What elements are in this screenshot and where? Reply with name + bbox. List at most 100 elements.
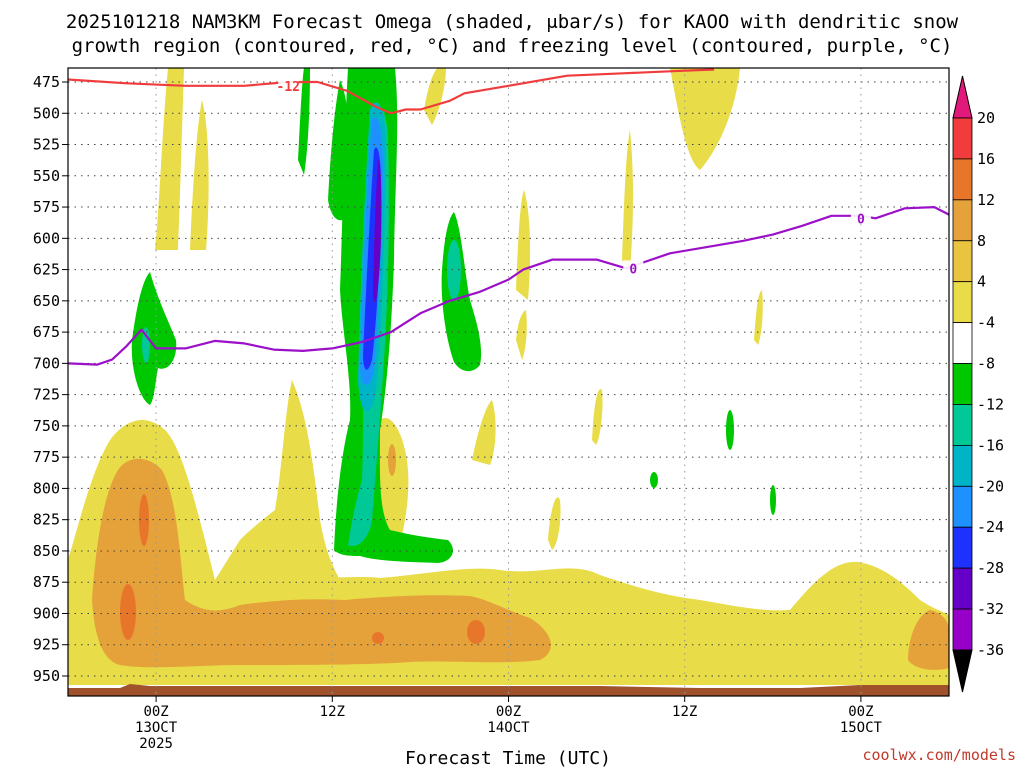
- omega-shade-small-yellow-2: [754, 290, 763, 345]
- y-tick-label: 525: [33, 136, 60, 154]
- colorbar-band: [952, 485, 973, 528]
- colorbar-legend: 20 16 12 8 4 -4 -8 -12 -16 -20 -24 -28 -32 -36: [952, 75, 1004, 693]
- shaded-omega-field: [68, 68, 949, 696]
- colorbar-label: -24: [977, 518, 1004, 536]
- y-tick-label: 625: [33, 261, 60, 279]
- omega-shade-green-upper-2: [328, 80, 351, 221]
- x-tick-label: 12Z: [320, 704, 345, 720]
- gridlines: [68, 68, 949, 696]
- colorbar-label: -16: [977, 436, 1004, 454]
- colorbar-label: -12: [977, 395, 1004, 413]
- colorbar-label: 12: [977, 191, 995, 209]
- y-tick-label: 825: [33, 511, 60, 529]
- y-tick-label: 775: [33, 448, 60, 466]
- omega-shade-core-1: [120, 584, 136, 640]
- omega-shade-orange-band: [92, 458, 551, 668]
- contour-label: -12: [277, 80, 300, 95]
- y-tick-label: 850: [33, 542, 60, 560]
- x-tick-label: 00Z: [143, 704, 168, 720]
- colorbar-label: -20: [977, 477, 1004, 495]
- y-tick-label: 550: [33, 167, 60, 185]
- y-tick-label: 875: [33, 573, 60, 591]
- y-tick-label: 650: [33, 292, 60, 310]
- omega-shade-upper-yellow-7: [516, 310, 527, 360]
- omega-shade-green-upper-3: [298, 68, 310, 175]
- colorbar-band: [952, 444, 973, 487]
- colorbar-band: [952, 281, 973, 324]
- omega-shade-green-small-1: [726, 410, 734, 450]
- contour-line: [68, 68, 715, 115]
- y-tick-label: 900: [33, 604, 60, 622]
- omega-shade-green-small-2: [650, 472, 658, 488]
- y-tick-label: 675: [33, 323, 60, 341]
- x-tick-label: 14OCT: [487, 720, 530, 736]
- colorbar-band: [952, 117, 973, 160]
- y-tick-label: 600: [33, 229, 60, 247]
- omega-shade-upper-yellow-6: [670, 68, 740, 170]
- contour-label: 0: [857, 212, 865, 227]
- colorbar-band: [952, 404, 973, 446]
- y-tick-label: 725: [33, 386, 60, 404]
- omega-shade-upper-yellow-3: [424, 68, 446, 125]
- y-axis: 475 500 525 550 575 600 625 650 675 700 725 750 775 8…: [33, 73, 68, 685]
- chart-title-line-1: 2025101218 NAM3KM Forecast Omega (shaded…: [66, 11, 959, 33]
- colorbar-band: [952, 526, 973, 569]
- omega-shade-upper-yellow-1: [155, 68, 184, 250]
- colorbar-band: [952, 322, 973, 364]
- y-tick-label: 475: [33, 73, 60, 91]
- omega-shade-purple-main: [373, 160, 382, 302]
- omega-shade-orange-right: [908, 610, 949, 670]
- contour-line: [68, 206, 949, 366]
- x-axis-title: Forecast Time (UTC): [405, 748, 611, 768]
- chart-title-line-2: growth region (contoured, red, °C) and f…: [72, 35, 953, 57]
- colorbar-band: [952, 567, 973, 610]
- omega-shade-core-5: [388, 444, 396, 476]
- x-tick-label: 2025: [139, 736, 173, 752]
- y-tick-label: 950: [33, 667, 60, 685]
- colorbar-band: [952, 363, 973, 405]
- contour-label-bg: [278, 77, 299, 92]
- contour-lines: 0 0 -12: [68, 68, 949, 366]
- colorbar-label: -4: [977, 314, 995, 332]
- source-credit: coolwx.com/models: [862, 746, 1016, 764]
- y-tick-label: 700: [33, 354, 60, 372]
- colorbar-label: -28: [977, 559, 1004, 577]
- omega-shade-lower-band-2: [215, 380, 340, 580]
- omega-shade-teal-right: [447, 240, 461, 300]
- colorbar-bottom-arrow: [952, 649, 973, 693]
- x-tick-label: 00Z: [496, 704, 521, 720]
- colorbar-label: -8: [977, 355, 995, 373]
- colorbar-band: [952, 240, 973, 283]
- contour-label-bg: [623, 260, 644, 275]
- x-tick-label: 15OCT: [840, 720, 883, 736]
- colorbar-band: [952, 608, 973, 651]
- colorbar-label: -36: [977, 641, 1004, 659]
- omega-shade-green-small-3: [770, 485, 776, 515]
- ground-surface: [68, 684, 949, 696]
- contour-label: 0: [629, 262, 637, 277]
- omega-shade-small-yellow-1: [592, 389, 603, 445]
- x-tick-label: 12Z: [672, 704, 697, 720]
- colorbar-band: [952, 199, 973, 242]
- colorbar-label: 16: [977, 150, 995, 168]
- y-tick-label: 500: [33, 104, 60, 122]
- omega-shade-plume-yellow-2: [472, 400, 496, 465]
- y-tick-label: 575: [33, 198, 60, 216]
- omega-shade-core-4: [372, 632, 384, 644]
- colorbar-band: [952, 158, 973, 201]
- omega-shade-core-3: [467, 620, 485, 644]
- y-tick-label: 750: [33, 417, 60, 435]
- colorbar-top-arrow: [952, 75, 973, 119]
- omega-shade-small-yellow-3: [548, 497, 561, 550]
- omega-shade-upper-yellow-5: [622, 130, 633, 270]
- y-tick-label: 925: [33, 636, 60, 654]
- omega-shade-teal-left: [142, 327, 150, 363]
- colorbar-label: 4: [977, 273, 986, 291]
- contour-label-bg: [850, 210, 871, 225]
- x-tick-label: 13OCT: [135, 720, 178, 736]
- omega-shade-core-2: [139, 494, 149, 546]
- omega-shade-upper-yellow-2: [190, 100, 209, 250]
